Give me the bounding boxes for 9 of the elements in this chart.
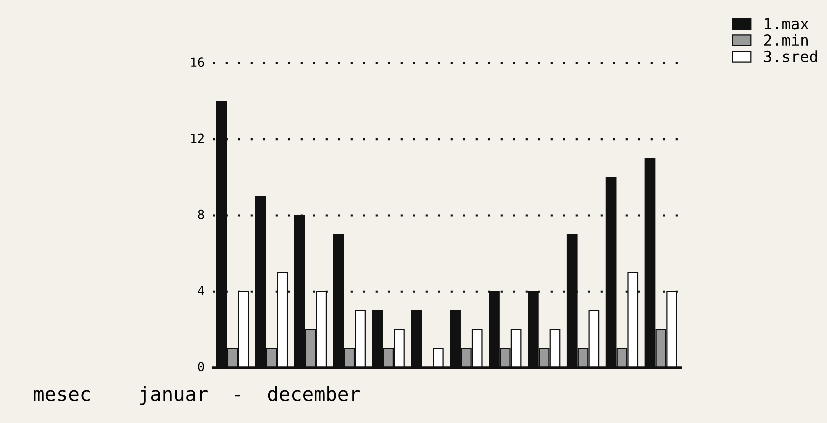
y-tick-label: 0: [198, 362, 204, 372]
legend-label: 3.sred: [764, 50, 818, 62]
y-tick-label: 16: [191, 58, 204, 68]
legend-label: 1.max: [765, 18, 809, 30]
y-tick-label: 4: [198, 286, 204, 296]
x-axis-title: mesec januar - december: [34, 386, 360, 406]
y-tick-label: 8: [198, 210, 204, 220]
legend-label: 2.min: [764, 34, 808, 46]
y-tick-label: 12: [191, 134, 204, 144]
